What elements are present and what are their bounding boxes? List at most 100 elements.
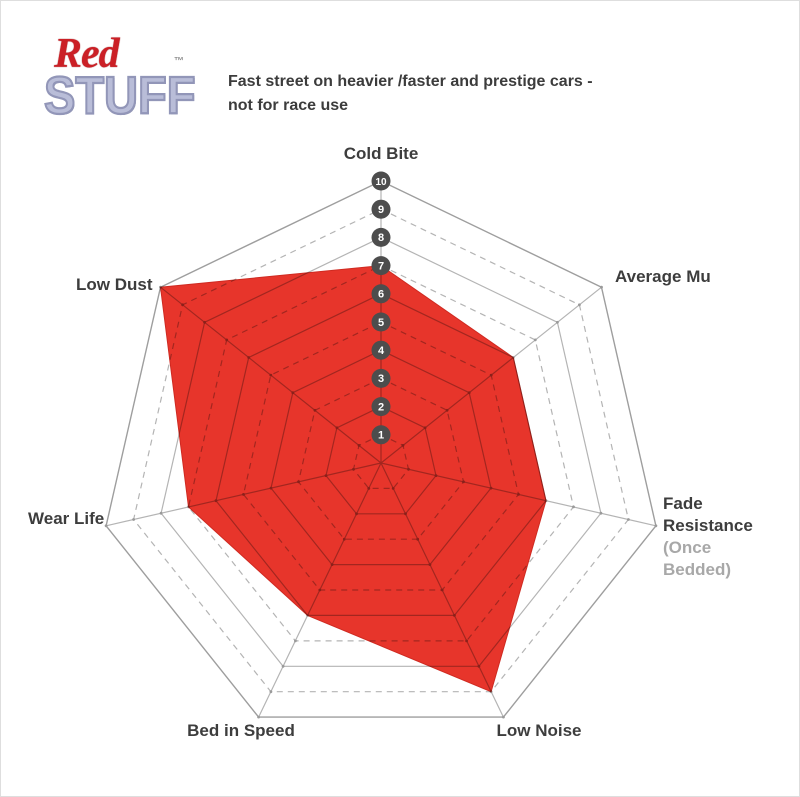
radar-ring-8: [160, 236, 602, 667]
radar-ring-6: [215, 293, 547, 617]
scale-bubble-2: [371, 397, 391, 417]
grid-intersection-dot: [247, 356, 251, 359]
scale-bubble-label: 10: [375, 177, 387, 188]
grid-intersection-dot: [627, 518, 630, 521]
grid-intersection-dot: [242, 493, 245, 496]
radar-ring-4: [270, 349, 492, 566]
scale-bubble-label: 2: [378, 401, 384, 413]
grid-intersection-dot: [104, 524, 108, 528]
grid-intersection-dot: [467, 391, 471, 395]
scale-bubble-label: 1: [378, 430, 384, 442]
grid-intersection-dot: [434, 474, 438, 477]
grid-intersection-dot: [269, 690, 273, 694]
grid-intersection-dot: [391, 487, 395, 490]
grid-intersection-dot: [313, 408, 317, 412]
grid-intersection-dot: [423, 426, 427, 430]
scale-bubble-1: [371, 425, 391, 445]
grid-intersection-dot: [416, 537, 420, 541]
scale-bubble-label: 4: [378, 345, 385, 357]
grid-intersection-dot: [342, 537, 346, 541]
axis-label-low-dust: Low Dust: [76, 275, 153, 294]
grid-intersection-dot: [544, 499, 548, 503]
grid-intersection-dot: [489, 690, 493, 694]
chart-description: Fast street on heavier /faster and prest…: [228, 70, 688, 118]
grid-intersection-dot: [352, 467, 355, 471]
scale-bubble-7: [371, 256, 391, 276]
scale-bubble-label: 5: [378, 317, 384, 329]
scale-bubble-10: [371, 171, 391, 191]
trademark-symbol: ™: [174, 56, 184, 67]
grid-intersection-dot: [306, 614, 309, 617]
grid-intersection-dot: [335, 426, 339, 430]
grid-intersection-dot: [489, 373, 493, 377]
fade-label-line-1: Fade: [663, 494, 703, 513]
grid-intersection-dot: [159, 285, 162, 289]
scale-bubbles: 1 2 3 4 5 6 7 8 9 10: [371, 171, 391, 445]
grid-intersection-dot: [462, 480, 465, 484]
grid-intersection-dot: [330, 563, 334, 566]
grid-intersection-dot: [489, 486, 493, 490]
scale-bubble-label: 8: [378, 232, 384, 244]
scale-bubble-3: [371, 368, 391, 388]
fade-label-line-3: (Once Bedded): [663, 538, 731, 579]
brand-word-red: Red: [54, 31, 120, 77]
grid-intersection-dot: [181, 303, 185, 307]
grid-intersection-dot: [297, 480, 300, 484]
radar-ring-7: [187, 264, 575, 642]
grid-intersection-dot: [572, 505, 575, 509]
grid-intersection-dot: [225, 338, 229, 342]
grid-intersection-dot: [269, 486, 273, 490]
grid-intersection-dot: [445, 408, 449, 412]
grid-intersection-dot: [453, 614, 456, 617]
radar-ring-2: [325, 405, 437, 515]
grid-intersection-dot: [477, 664, 481, 668]
grid-intersection-dot: [257, 715, 260, 719]
grid-intersection-dot: [578, 303, 581, 307]
axis-label-low-noise: Low Noise: [496, 721, 582, 740]
grid-intersection-dot: [291, 391, 295, 395]
grid-intersection-dot: [318, 588, 322, 592]
fade-label-line-2: Resistance: [663, 516, 753, 535]
grid-intersection-dot: [294, 639, 297, 643]
grid-intersection-dot: [132, 518, 136, 521]
scale-bubble-5: [371, 312, 391, 332]
grid-intersection-dot: [203, 320, 207, 324]
grid-intersection-dot: [407, 467, 410, 471]
brand-logo: STUFF Red ™: [43, 31, 196, 140]
scale-bubble-label: 7: [378, 260, 384, 272]
scale-bubble-label: 3: [378, 373, 384, 385]
grid-intersection-dot: [600, 285, 603, 289]
grid-intersection-dot: [214, 499, 218, 503]
axis-label-cold-bite: Cold Bite: [343, 144, 419, 163]
grid-intersection-dot: [511, 356, 515, 359]
grid-intersection-dot: [401, 444, 405, 447]
grid-intersection-dot: [355, 512, 358, 516]
description-line-2: not for race use: [228, 97, 349, 114]
grid-intersection-dot: [281, 664, 285, 668]
radar-grid: [104, 179, 658, 719]
scale-bubble-4: [371, 340, 391, 360]
grid-intersection-dot: [556, 320, 559, 324]
grid-intersection-dot: [357, 444, 361, 447]
grid-intersection-dot: [269, 373, 273, 377]
scale-bubble-label: 9: [378, 204, 384, 216]
brand-word-stuff: STUFF: [43, 64, 196, 126]
grid-intersection-dot: [187, 505, 190, 509]
radar-ring-9: [132, 208, 630, 693]
grid-intersection-dot: [440, 588, 444, 592]
radar-data-polygon: [159, 265, 547, 693]
axis-label-average-mu: Average Mu: [615, 267, 711, 286]
axis-label-fade-resistance: Fade Resistance (Once Bedded): [663, 493, 783, 581]
grid-intersection-dot: [533, 338, 537, 342]
grid-intersection-dot: [599, 511, 603, 515]
grid-intersection-dot: [324, 474, 328, 477]
grid-intersection-dot: [404, 512, 407, 516]
description-line-1: Fast street on heavier /faster and prest…: [228, 73, 593, 90]
grid-intersection-dot: [367, 487, 371, 490]
grid-intersection-dot: [465, 639, 468, 643]
grid-intersection-dot: [654, 524, 658, 528]
radar-ring-3: [297, 377, 465, 540]
scale-bubble-6: [371, 284, 391, 304]
axis-label-bed-in-speed: Bed in Speed: [187, 721, 295, 740]
